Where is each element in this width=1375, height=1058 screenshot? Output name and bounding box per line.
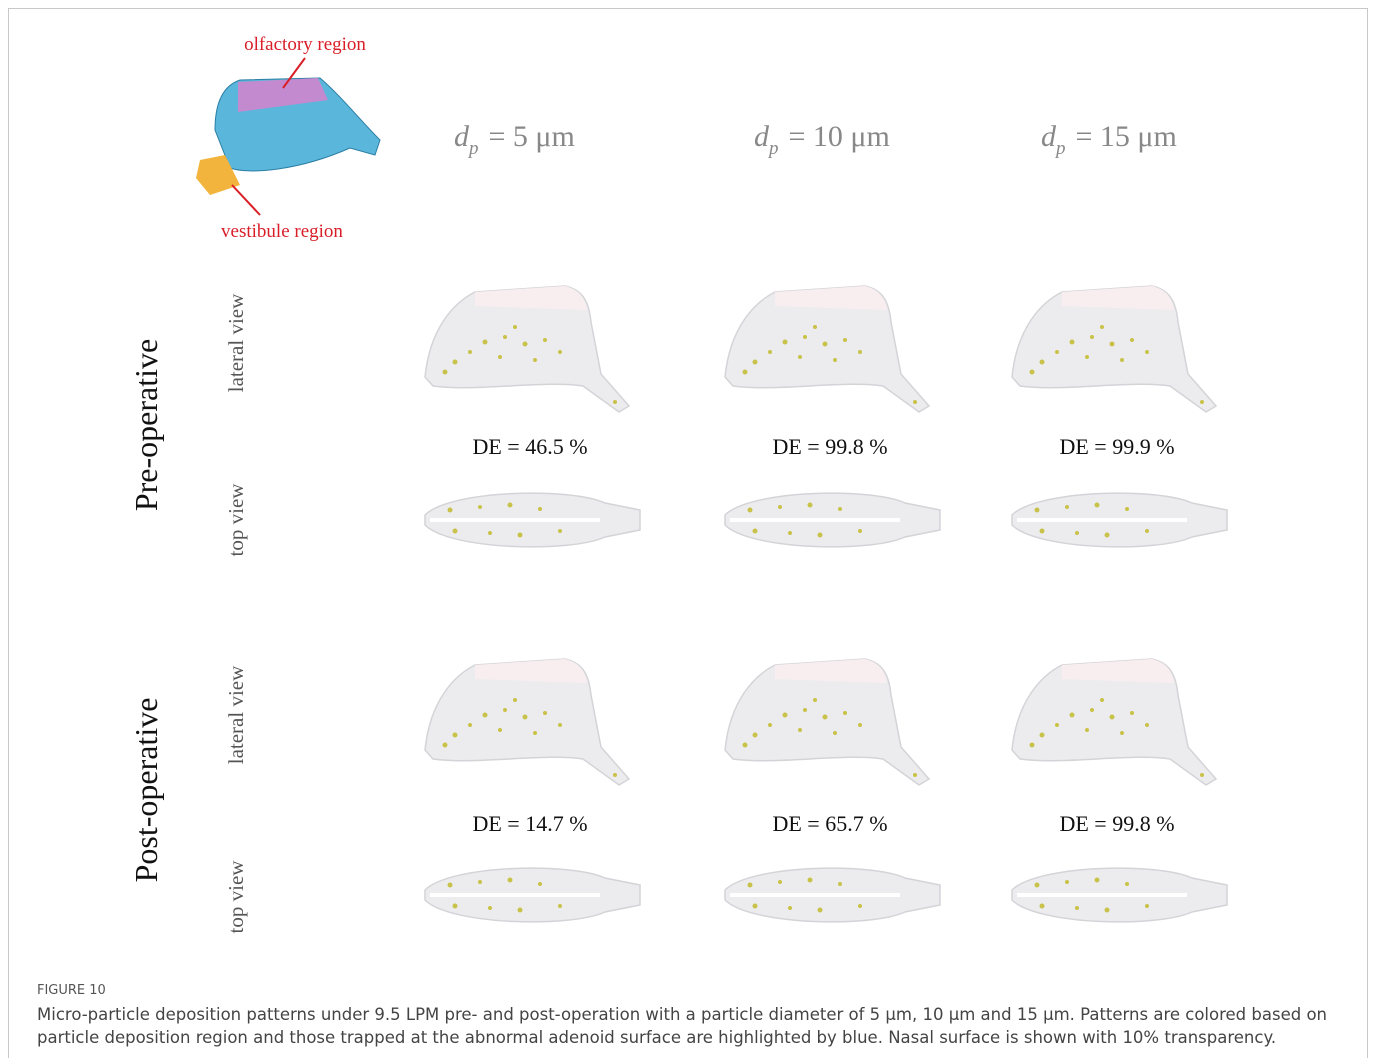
symbol: d bbox=[454, 120, 470, 153]
annotation: olfactory region bbox=[244, 34, 366, 55]
column-header: dp = 15 μm bbox=[1041, 120, 1177, 159]
deposition-efficiency: DE = 99.8 % bbox=[1059, 811, 1174, 836]
view-label: top view bbox=[224, 860, 248, 934]
lateral-render bbox=[725, 286, 929, 412]
annotation: vestibule region bbox=[221, 221, 343, 242]
top-render bbox=[725, 493, 940, 547]
view-label: lateral view bbox=[224, 665, 248, 764]
figure: olfactory region vestibule region dp= 5 … bbox=[0, 0, 1360, 960]
top-render bbox=[425, 868, 640, 922]
top-render bbox=[1012, 493, 1227, 547]
lateral-render bbox=[725, 659, 929, 785]
caption-label: FIGURE 10 bbox=[37, 983, 106, 998]
subscript: p bbox=[767, 138, 779, 159]
deposition-efficiency: DE = 65.7 % bbox=[772, 811, 887, 836]
subscript: p bbox=[1054, 138, 1066, 159]
top-render bbox=[1012, 868, 1227, 922]
lateral-render bbox=[425, 286, 629, 412]
symbol: d bbox=[754, 120, 770, 153]
header-text: = 15 μm bbox=[1076, 120, 1177, 153]
column-header: dp = 5 μm bbox=[454, 120, 575, 159]
deposition-efficiency: DE = 46.5 % bbox=[472, 434, 587, 459]
top-render bbox=[425, 493, 640, 547]
header-text: = 5 μm bbox=[489, 120, 575, 153]
lateral-render bbox=[1012, 286, 1216, 412]
nose-region-diagram: olfactory region vestibule region bbox=[196, 34, 380, 242]
subscript: p bbox=[467, 138, 479, 159]
row-label: Post-operative bbox=[128, 698, 164, 883]
symbol: d bbox=[1041, 120, 1057, 153]
lateral-render bbox=[1012, 659, 1216, 785]
deposition-efficiency: DE = 99.8 % bbox=[772, 434, 887, 459]
lateral-render bbox=[425, 659, 629, 785]
caption-text: Micro-particle deposition patterns under… bbox=[37, 1003, 1367, 1049]
top-render bbox=[725, 868, 940, 922]
column-header: dp = 10 μm bbox=[754, 120, 890, 159]
deposition-efficiency: DE = 99.9 % bbox=[1059, 434, 1174, 459]
view-label: top view bbox=[224, 483, 248, 557]
deposition-efficiency: DE = 14.7 % bbox=[472, 811, 587, 836]
figure-frame: olfactory region vestibule region dp= 5 … bbox=[8, 8, 1368, 1058]
row-label: Pre-operative bbox=[128, 339, 164, 511]
header-text: = 10 μm bbox=[789, 120, 890, 153]
view-label: lateral view bbox=[224, 293, 248, 392]
